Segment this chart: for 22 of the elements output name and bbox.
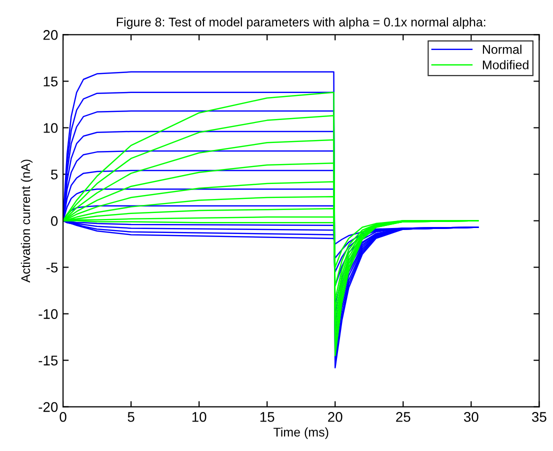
legend-label: Modified — [482, 60, 528, 70]
x-tick-label: 5 — [128, 412, 134, 422]
x-tick-label: 20 — [328, 412, 342, 422]
y-tick-label: -15 — [38, 356, 58, 366]
y-tick-label: 10 — [44, 123, 58, 133]
y-tick-label: 0 — [51, 216, 58, 226]
x-tick-label: 10 — [192, 412, 206, 422]
x-tick-label: 15 — [260, 412, 274, 422]
legend-label: Normal — [482, 44, 522, 54]
x-tick-label: 0 — [60, 412, 66, 422]
x-axis-title: Time (ms) — [274, 427, 328, 440]
y-tick-label: -20 — [38, 402, 58, 412]
y-tick-label: 20 — [43, 30, 58, 40]
y-tick-label: 15 — [44, 76, 58, 86]
x-tick-label: 35 — [532, 412, 546, 422]
y-tick-label: -10 — [38, 309, 58, 319]
y-axis-title: Activation current (nA) — [20, 160, 33, 283]
y-tick-label: 5 — [51, 170, 58, 180]
y-tick-label: -5 — [46, 262, 58, 272]
x-tick-label: 25 — [396, 412, 410, 422]
x-tick-label: 30 — [464, 412, 478, 422]
chart-title: Figure 8: Test of model parameters with alpha = 0.1x normal alpha: — [116, 17, 486, 29]
